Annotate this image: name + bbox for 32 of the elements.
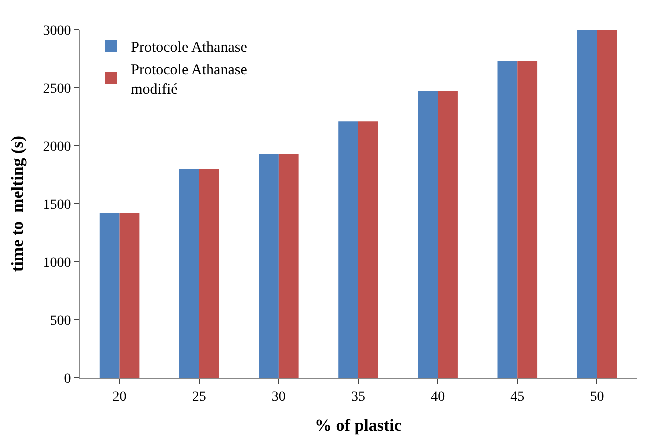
x-tick-label: 20 bbox=[112, 390, 127, 405]
x-tick-label: 50 bbox=[590, 390, 604, 405]
x-tick-label: 35 bbox=[352, 390, 366, 405]
bar bbox=[100, 213, 120, 378]
bar bbox=[278, 154, 299, 378]
x-tick-label: 45 bbox=[510, 390, 525, 405]
legend-label: Protocole Athanase bbox=[131, 40, 248, 56]
y-tick-label: 0 bbox=[64, 372, 72, 387]
bar bbox=[358, 122, 378, 378]
x-tick-label: 25 bbox=[192, 390, 206, 405]
y-tick-label: 1500 bbox=[43, 198, 72, 213]
legend-label: Protocole Athanase modifié bbox=[131, 62, 248, 98]
bar bbox=[518, 61, 538, 378]
bar bbox=[199, 169, 220, 378]
y-tick-label: 500 bbox=[50, 314, 72, 329]
x-axis-title: % of plastic bbox=[315, 416, 402, 436]
bar bbox=[259, 154, 279, 378]
x-tick-label: 30 bbox=[272, 390, 286, 405]
y-axis-title: time to melting (s) bbox=[8, 136, 27, 272]
bar bbox=[179, 169, 200, 378]
y-tick-label: 3000 bbox=[43, 24, 72, 39]
y-tick-label: 1000 bbox=[43, 256, 72, 271]
y-tick-label: 2500 bbox=[43, 82, 72, 97]
bar bbox=[597, 30, 618, 378]
bar bbox=[418, 91, 438, 378]
x-tick-label: 40 bbox=[431, 390, 446, 405]
bar bbox=[338, 122, 358, 378]
bar bbox=[438, 91, 458, 378]
y-tick-label: 2000 bbox=[43, 140, 72, 155]
bar bbox=[577, 30, 598, 378]
bar bbox=[120, 213, 140, 378]
bar bbox=[498, 61, 518, 378]
